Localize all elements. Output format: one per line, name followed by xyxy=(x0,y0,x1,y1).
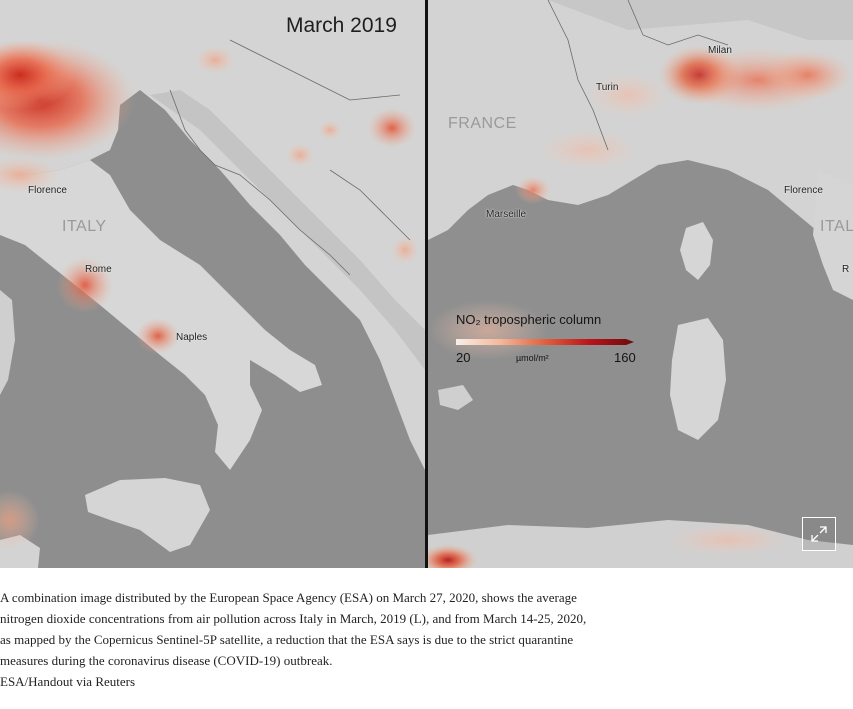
city-label-rome: Rome xyxy=(85,264,112,275)
legend-color-scale xyxy=(456,339,634,345)
photo-credit: ESA/Handout via Reuters xyxy=(0,674,136,689)
panel-title: March 2019 xyxy=(286,14,397,37)
left-map-panel: March 2019 Florence ITALY Rome Naples xyxy=(0,0,425,568)
caption-text: A combination image distributed by the E… xyxy=(0,590,587,668)
satellite-comparison-image: March 2019 Florence ITALY Rome Naples xyxy=(0,0,853,568)
legend-min-value: 20 xyxy=(456,350,471,365)
right-map-graphic xyxy=(428,0,853,568)
city-label-naples: Naples xyxy=(176,332,208,343)
city-label-milan: Milan xyxy=(708,45,732,56)
legend-title: NO₂ tropospheric column xyxy=(456,312,602,327)
city-label-rome-right: R xyxy=(842,264,850,275)
legend-max-value: 160 xyxy=(614,350,636,365)
city-label-florence: Florence xyxy=(28,185,67,196)
no2-legend: NO₂ tropospheric column 20 µmol/m² 160 xyxy=(456,312,646,372)
left-map-graphic xyxy=(0,0,425,568)
city-label-marseille: Marseille xyxy=(486,209,527,220)
expand-arrows-icon xyxy=(811,526,827,542)
city-label-florence-right: Florence xyxy=(784,185,823,196)
panel-divider xyxy=(425,0,428,568)
city-label-turin: Turin xyxy=(596,82,619,93)
right-map-panel: Milan Turin FRANCE Marseille Florence IT… xyxy=(428,0,853,568)
country-label-italy: ITALY xyxy=(62,218,107,235)
image-caption: A combination image distributed by the E… xyxy=(0,587,600,692)
country-label-italy-right: ITAL xyxy=(820,218,853,235)
country-label-france: FRANCE xyxy=(448,115,517,132)
legend-unit: µmol/m² xyxy=(516,353,549,363)
expand-image-button[interactable] xyxy=(802,517,836,551)
